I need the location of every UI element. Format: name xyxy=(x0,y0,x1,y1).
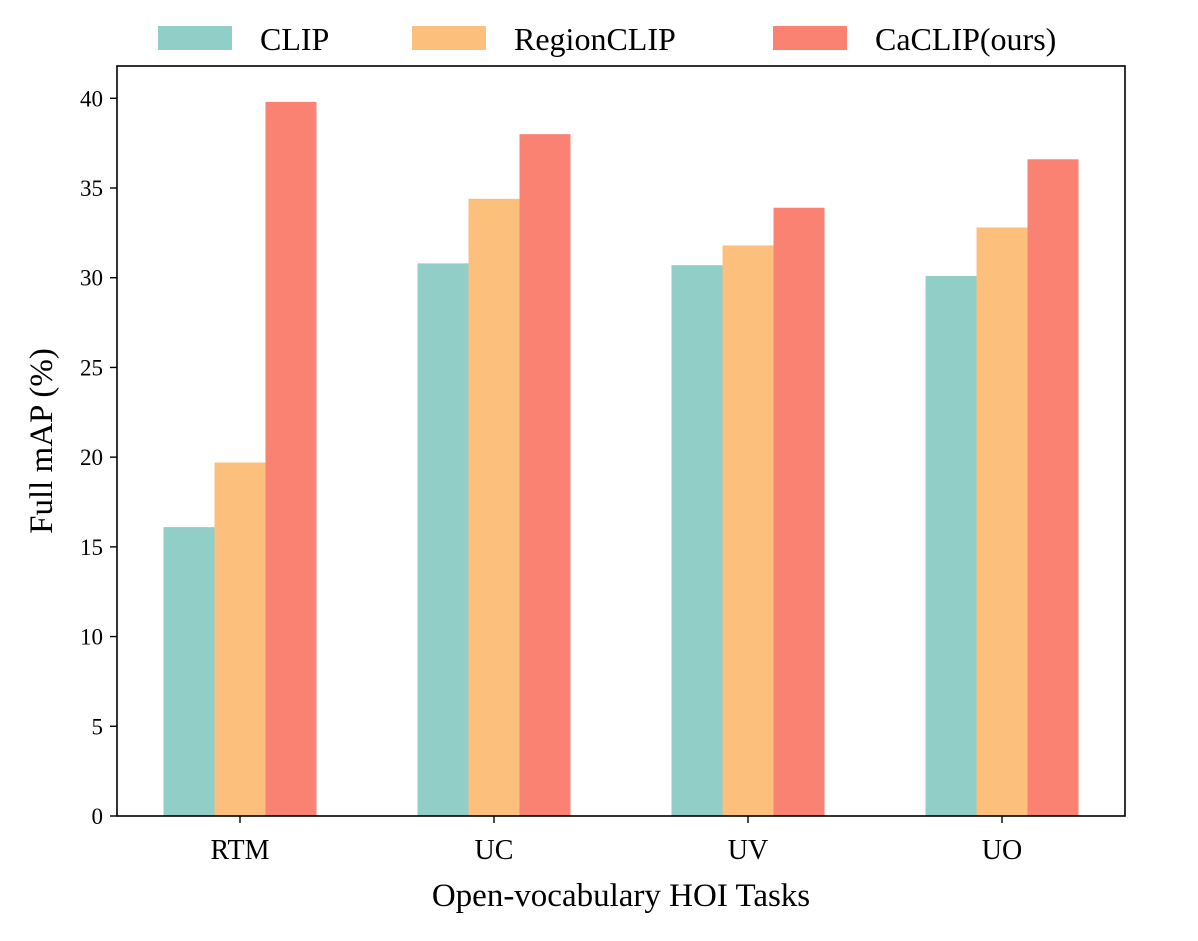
plot-frame xyxy=(116,65,1126,817)
y-axis-ticks: 0 5 10 15 20 25 30 35 40 xyxy=(80,86,117,829)
y-tick-label: 25 xyxy=(80,355,103,380)
legend-swatch-caclip-ours xyxy=(773,26,847,50)
bars xyxy=(163,101,1079,817)
legend: CLIP RegionCLIP CaCLIP(ours) xyxy=(158,21,1056,57)
bar-rtm-regionclip xyxy=(214,462,266,816)
y-tick-label: 15 xyxy=(80,535,103,560)
bar-uc-clip xyxy=(417,263,469,816)
bar-uo-clip xyxy=(925,275,977,816)
x-axis-title: Open-vocabulary HOI Tasks xyxy=(432,878,810,914)
bar-uo-caclip-ours xyxy=(1027,159,1079,816)
bar-uv-clip xyxy=(671,265,723,816)
bar-uv-regionclip xyxy=(722,245,774,816)
bar-uc-caclip-ours xyxy=(519,134,571,816)
x-tick-label: UC xyxy=(475,835,514,866)
x-tick-label: RTM xyxy=(211,835,270,866)
legend-swatch-regionclip xyxy=(412,26,486,50)
legend-label: CLIP xyxy=(260,21,329,57)
legend-swatch-clip xyxy=(158,26,232,50)
x-tick-label: UV xyxy=(728,835,768,866)
legend-label: RegionCLIP xyxy=(514,21,676,57)
bar-uc-regionclip xyxy=(468,198,520,816)
y-tick-label: 20 xyxy=(80,445,103,470)
y-tick-label: 0 xyxy=(92,804,104,829)
y-tick-label: 35 xyxy=(80,176,103,201)
y-tick-label: 10 xyxy=(80,625,103,650)
y-axis-title: Full mAP (%) xyxy=(24,348,60,534)
y-tick-label: 40 xyxy=(80,86,103,111)
bar-rtm-clip xyxy=(163,527,215,816)
x-axis-ticks: RTM UC UV UO xyxy=(211,816,1022,866)
bar-rtm-caclip-ours xyxy=(265,101,317,816)
bar-uv-caclip-ours xyxy=(773,207,825,817)
bar-uo-regionclip xyxy=(976,227,1028,816)
y-tick-label: 30 xyxy=(80,266,103,291)
legend-label: CaCLIP(ours) xyxy=(875,21,1056,57)
x-tick-label: UO xyxy=(982,835,1022,866)
y-tick-label: 5 xyxy=(92,714,104,739)
